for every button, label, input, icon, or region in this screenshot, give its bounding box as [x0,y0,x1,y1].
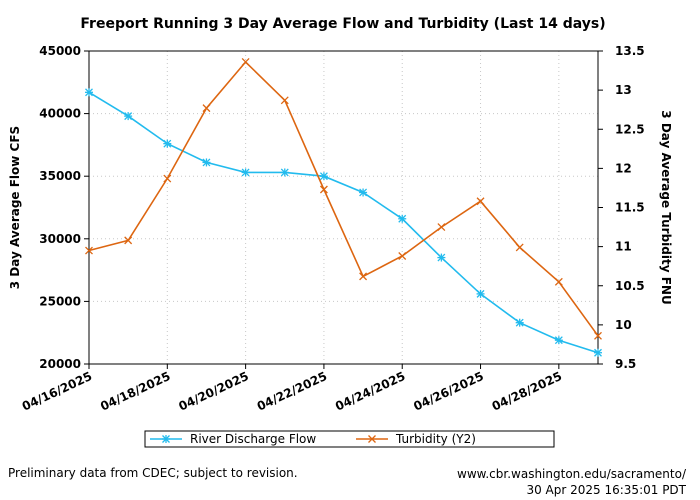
x-tick-label: 04/20/2025 [176,369,250,414]
y-tick-label: 30000 [39,232,81,246]
generated-timestamp: 30 Apr 2025 16:35:01 PDT [526,483,686,497]
gridlines [88,51,598,364]
y-tick-label: 20000 [39,357,81,371]
series-line-1 [88,91,599,354]
x-tick-label: 04/16/2025 [20,369,94,414]
y-tick-label: 25000 [39,294,81,308]
series-line-2 [88,60,599,337]
series-2-point [476,197,485,206]
series-2-point [359,272,368,281]
series-1-point [124,112,133,121]
legend-label-1: River Discharge Flow [190,432,316,446]
y2-tick-label: 10.5 [615,279,645,293]
y2-tick-label: 9.5 [615,357,636,371]
x-tick-label: 04/18/2025 [98,369,172,414]
x-tick-label: 04/26/2025 [411,369,485,414]
series-1-point [515,318,524,327]
y2-tick-label: 13.5 [615,44,645,58]
legend-marker-1 [162,435,170,443]
x-tick-label: 04/28/2025 [490,369,564,414]
legend: River Discharge Flow Turbidity (Y2) [144,430,555,448]
y2-tick-label: 13 [615,83,632,97]
legend-box [144,430,555,448]
series-2-point [437,223,446,232]
series-1-point [241,168,250,177]
y-tick-label: 45000 [39,44,81,58]
legend-label-2: Turbidity (Y2) [395,432,476,446]
y2-tick-label: 11.5 [615,201,645,215]
series-1-point [594,348,602,357]
series-layer [85,57,602,357]
series-2-point [594,331,602,340]
series-2-point [85,246,93,255]
y-axis-left: 20000 25000 30000 35000 40000 45000 [39,44,89,371]
x-axis: 04/16/2025 04/18/2025 04/20/2025 04/22/2025… [20,364,564,414]
y-axis-label: 3 Day Average Flow CFS [8,126,22,289]
series-1-point [437,253,446,262]
series-1-point [163,139,172,148]
series-2-point [163,174,172,183]
chart-title: Freeport Running 3 Day Average Flow and … [80,16,605,32]
y2-axis-label: 3 Day Average Turbidity FNU [659,110,673,304]
footer-note: Preliminary data from CDEC; subject to r… [8,466,298,480]
series-1-point [85,88,93,97]
series-2-point [202,104,211,113]
series-2-point [319,185,328,194]
source-url[interactable]: www.cbr.washington.edu/sacramento/ [457,467,686,481]
series-1-point [398,214,407,223]
x-tick-label: 04/24/2025 [333,369,407,414]
series-2-point [398,252,407,260]
y-axis-right: 9.5 10 10.5 11 11.5 12 12.5 13 13.5 [598,44,645,371]
series-1-point [359,188,368,197]
series-2-point [280,96,289,105]
footer-source: www.cbr.washington.edu/sacramento/ 30 Ap… [457,466,686,498]
series-2-point [515,243,524,252]
y2-tick-label: 11 [615,240,632,254]
series-1-point [319,172,328,181]
y2-tick-label: 12.5 [615,122,645,136]
series-1-point [554,336,563,345]
series-1-point [202,158,211,167]
y-tick-label: 35000 [39,169,81,183]
series-1-point [280,168,289,177]
y2-tick-label: 10 [615,318,632,332]
legend-marker-2 [368,435,376,443]
series-2-point [554,277,563,286]
plot-frame [88,50,599,365]
series-2-point [124,236,133,245]
y2-tick-label: 12 [615,161,632,175]
x-tick-label: 04/22/2025 [255,369,329,414]
y-tick-label: 40000 [39,107,81,121]
series-2-point [241,57,250,66]
series-1-point [476,289,485,298]
